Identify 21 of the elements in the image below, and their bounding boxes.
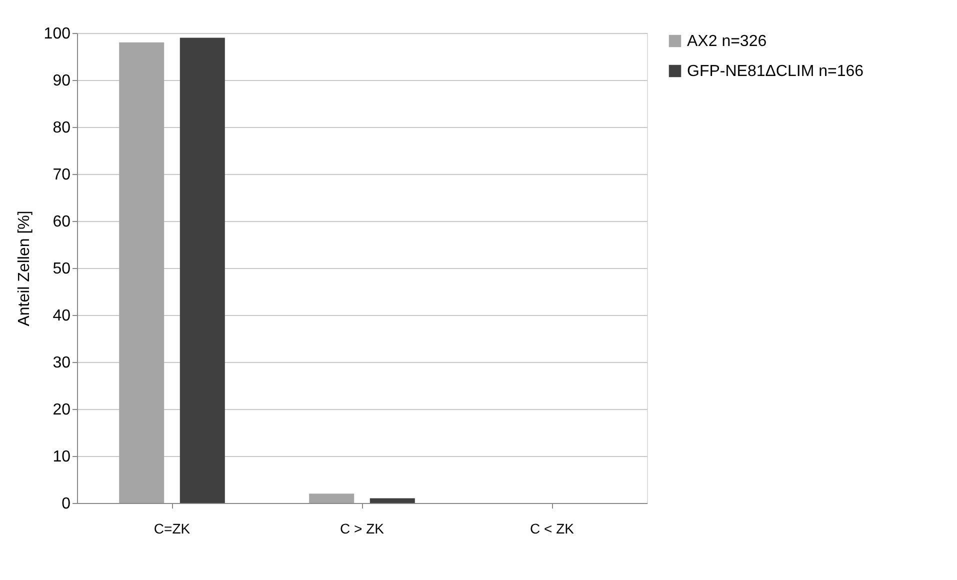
y-tick-label: 40	[52, 308, 71, 324]
bar	[309, 494, 354, 503]
y-tick-label: 50	[52, 260, 71, 278]
y-tick-label: 20	[52, 402, 71, 418]
y-tick-label: 0	[62, 496, 71, 512]
y-tick-label: 90	[52, 72, 71, 90]
bar	[370, 498, 415, 503]
y-tick-label: 60	[52, 214, 71, 230]
y-axis-title: Anteil Zellen [%]	[16, 210, 33, 326]
x-tick-label: C > ZK	[340, 520, 385, 536]
legend-label: AX2 n=326	[687, 33, 767, 50]
x-tick-label: C=ZK	[154, 520, 191, 536]
bar	[180, 38, 225, 503]
bar	[119, 42, 164, 503]
y-tick-label: 30	[52, 354, 71, 372]
y-tick-label: 10	[52, 448, 71, 466]
y-tick-label: 80	[52, 120, 71, 136]
x-tick-label: C < ZK	[530, 520, 575, 536]
y-tick-label: 70	[52, 166, 71, 184]
legend-label: GFP-NE81ΔCLIM n=166	[687, 63, 864, 80]
y-tick-label: 100	[44, 26, 71, 42]
